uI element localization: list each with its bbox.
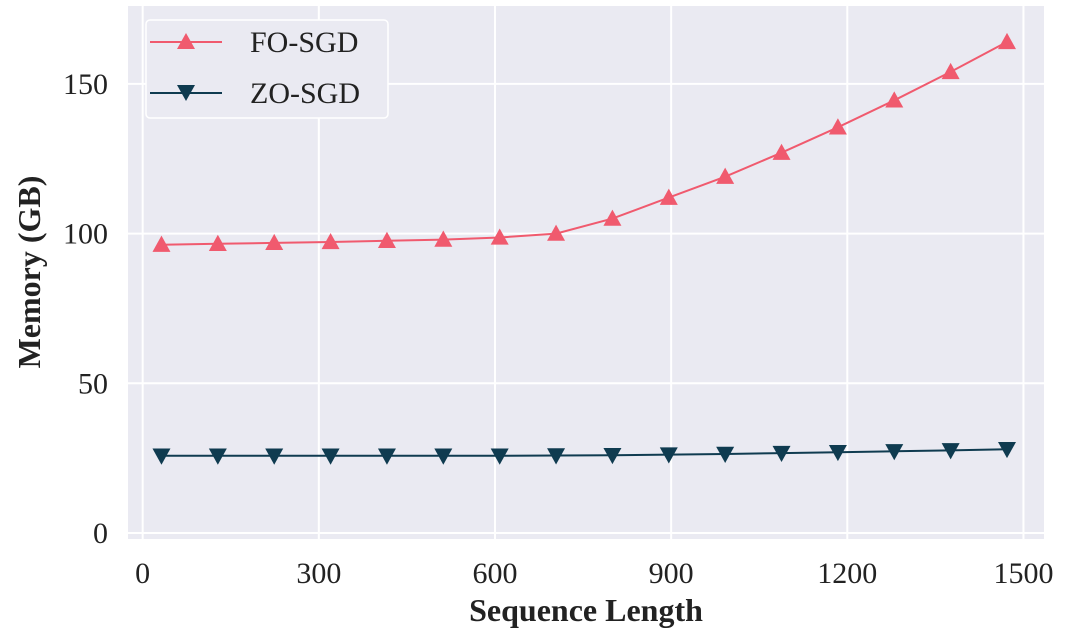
x-tick-label: 300 [296, 557, 341, 590]
data-point-fo-sgd [941, 62, 960, 80]
y-tick-label: 50 [78, 367, 108, 400]
data-point-zo-sgd [208, 448, 227, 465]
data-point-zo-sgd [434, 448, 453, 465]
data-point-zo-sgd [941, 443, 960, 460]
x-axis-label: Sequence Length [469, 592, 703, 628]
data-point-fo-sgd [885, 91, 904, 108]
data-point-fo-sgd [434, 230, 453, 247]
x-tick-label: 0 [135, 557, 150, 590]
x-tick-label: 1200 [817, 557, 877, 590]
legend-marker-zo-sgd [177, 85, 195, 101]
legend-label-fo-sgd: FO-SGD [250, 26, 358, 59]
data-point-fo-sgd [772, 143, 791, 160]
data-point-fo-sgd [998, 32, 1017, 50]
data-point-fo-sgd [152, 235, 171, 252]
tick-labels: 0 300 600 900 1200 1500 0 50 100 150 [63, 68, 1053, 590]
legend-label-zo-sgd: ZO-SGD [250, 77, 360, 110]
data-point-fo-sgd [659, 188, 678, 205]
series-line-fo-sgd [161, 41, 1008, 246]
series-layer [152, 32, 1017, 465]
data-point-fo-sgd [716, 167, 735, 184]
y-tick-label: 100 [63, 218, 108, 251]
series-line-zo-sgd [161, 448, 1008, 457]
data-point-zo-sgd [547, 448, 566, 465]
data-point-zo-sgd [885, 444, 904, 461]
x-tick-label: 1500 [993, 557, 1053, 590]
data-point-zo-sgd [659, 447, 678, 464]
data-point-zo-sgd [828, 444, 847, 462]
legend: FO-SGD ZO-SGD [145, 19, 389, 119]
x-tick-label: 600 [472, 557, 517, 590]
data-point-fo-sgd [490, 228, 509, 245]
data-point-zo-sgd [377, 448, 396, 465]
data-point-zo-sgd [321, 448, 340, 465]
data-point-zo-sgd [152, 448, 171, 465]
data-point-fo-sgd [828, 118, 847, 135]
data-point-zo-sgd [490, 448, 509, 465]
data-point-fo-sgd [603, 209, 622, 226]
data-point-fo-sgd [377, 231, 396, 248]
y-tick-label: 0 [93, 517, 108, 550]
data-point-zo-sgd [603, 447, 622, 465]
grid [128, 6, 1044, 539]
data-point-fo-sgd [547, 224, 566, 241]
y-axis-label: Memory (GB) [11, 176, 47, 369]
data-point-zo-sgd [772, 445, 791, 463]
data-point-fo-sgd [208, 234, 227, 251]
data-point-fo-sgd [321, 232, 340, 250]
data-point-zo-sgd [716, 446, 735, 463]
data-point-zo-sgd [265, 448, 284, 465]
x-tick-label: 900 [649, 557, 694, 590]
legend-marker-fo-sgd [177, 33, 195, 49]
data-point-zo-sgd [998, 441, 1017, 459]
y-tick-label: 150 [63, 68, 108, 101]
data-point-fo-sgd [265, 233, 284, 251]
